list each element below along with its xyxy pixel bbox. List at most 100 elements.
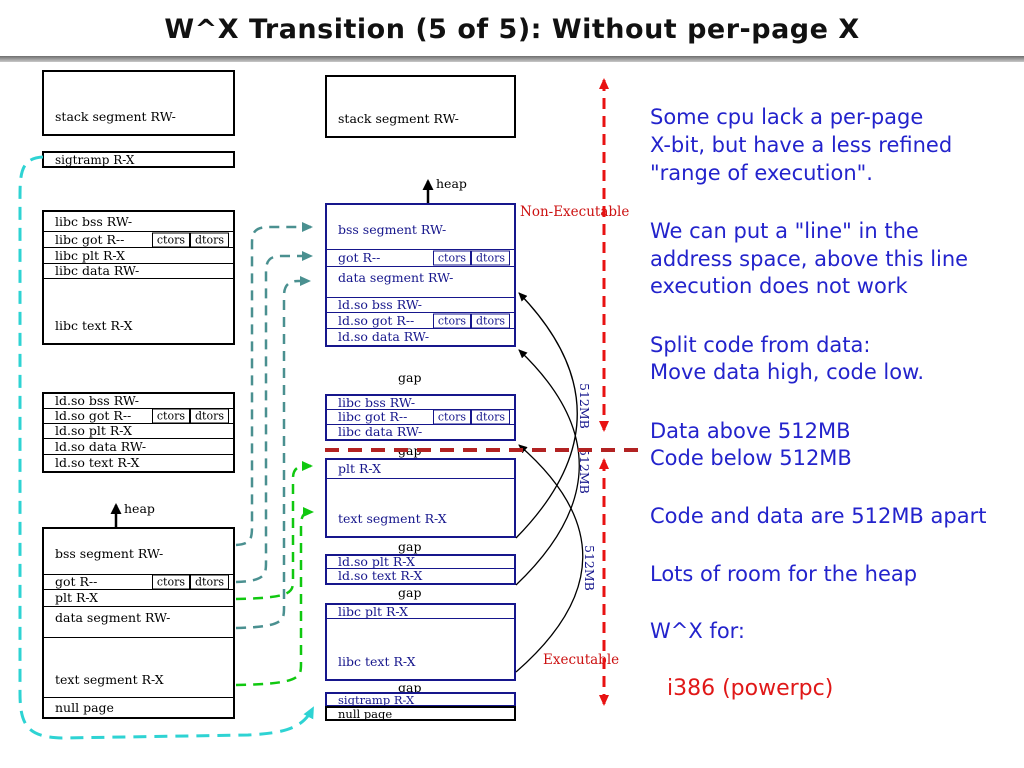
size-512mb-label: 512MB: [582, 545, 597, 591]
arc-libc-512mb: [515, 444, 584, 673]
segment-row: libc text R-X: [44, 279, 233, 343]
segment-row: ld.so data RW-: [44, 439, 233, 455]
segment-label: data segment RW-: [338, 270, 454, 285]
segment-label: libc data RW-: [338, 424, 423, 439]
left-sigtramp-box: sigtramp R-X: [42, 151, 235, 168]
segment-label: stack segment RW-: [338, 111, 459, 126]
dtors-cell: dtors: [190, 232, 229, 247]
segment-label: ld.so plt R-X: [55, 423, 132, 438]
dtors-cell: dtors: [471, 250, 510, 266]
note-line: Move data high, code low.: [650, 360, 925, 384]
segment-row: ld.so text R-X: [327, 569, 514, 583]
note-line: "range of execution".: [650, 161, 873, 185]
dtors-cell: dtors: [190, 408, 229, 424]
segment-row: got R-- ctors dtors: [44, 574, 233, 590]
segment-row: plt R-X: [44, 590, 233, 607]
non-executable-label: Non-Executable: [520, 204, 630, 220]
mid-stack-box: stack segment RW-: [325, 75, 516, 138]
left-ldso-box: ld.so bss RW- ld.so got R-- ctors dtors l…: [42, 392, 235, 473]
segment-label: bss segment RW-: [55, 546, 164, 561]
segment-label: libc text R-X: [338, 654, 416, 669]
executable-label: Executable: [543, 652, 620, 668]
ctors-cell: ctors: [432, 250, 471, 266]
segment-row: ld.so bss RW-: [44, 394, 233, 409]
segment-label: text segment R-X: [55, 672, 164, 687]
text-connector: [235, 507, 314, 687]
segment-row: libc got R-- ctors dtors: [44, 232, 233, 248]
segment-label: plt R-X: [55, 590, 99, 605]
note-line: W^X for:: [650, 619, 746, 643]
segment-label: ld.so text R-X: [338, 568, 423, 583]
segment-label: ld.so bss RW-: [338, 297, 422, 312]
ctors-dtors: ctors dtors: [432, 313, 510, 328]
ctors-dtors: ctors dtors: [151, 232, 229, 247]
segment-label: libc plt R-X: [55, 247, 126, 263]
segment-label: text segment R-X: [338, 511, 447, 526]
segment-row: ld.so data RW-: [327, 329, 514, 345]
segment-label: bss segment RW-: [338, 222, 447, 237]
segment-label: null page: [55, 699, 114, 715]
dtors-cell: dtors: [190, 574, 229, 590]
note-line: address space, above this line: [650, 247, 969, 271]
segment-row: libc data RW-: [327, 425, 514, 439]
arc-program-512mb: [515, 292, 578, 539]
note-line: X-bit, but have a less refined: [650, 133, 953, 157]
segment-row: libc plt R-X: [327, 605, 514, 619]
segment-row: bss segment RW-: [327, 205, 514, 250]
segment-label: sigtramp R-X: [338, 692, 415, 707]
segment-label: libc bss RW-: [338, 394, 416, 410]
left-program-box: bss segment RW- got R-- ctors dtors plt R…: [42, 527, 235, 719]
segment-label: got R--: [338, 250, 381, 265]
note-line: Code below 512MB: [650, 446, 852, 470]
segment-label: ld.so data RW-: [55, 438, 147, 454]
gap-label: gap: [398, 370, 422, 385]
ctors-cell: ctors: [432, 313, 471, 328]
size-512mb-label: 512MB: [577, 448, 592, 494]
ctors-dtors: ctors dtors: [432, 250, 510, 266]
heap-label: heap: [124, 501, 155, 516]
mid-prog-code-box: plt R-X text segment R-X: [325, 458, 516, 538]
segment-row: libc bss RW-: [327, 396, 514, 410]
ctors-dtors: ctors dtors: [151, 408, 229, 424]
segment-row: ld.so bss RW-: [327, 298, 514, 313]
title-divider: [0, 56, 1024, 62]
heap-label: heap: [436, 176, 467, 191]
note-line: execution does not work: [650, 274, 908, 298]
mid-null-page-box: null page: [325, 706, 516, 721]
note-line: Split code from data:: [650, 333, 871, 357]
arch-note: i386 (powerpc): [667, 676, 834, 701]
segment-label: ld.so data RW-: [338, 329, 430, 344]
ctors-cell: ctors: [151, 408, 190, 424]
left-libc-box: libc bss RW- libc got R-- ctors dtors lib…: [42, 210, 235, 345]
note-line: We can put a "line" in the: [650, 219, 919, 243]
dtors-cell: dtors: [471, 313, 510, 328]
segment-label: libc data RW-: [55, 263, 140, 278]
ctors-cell: ctors: [151, 574, 190, 590]
segment-label: ld.so text R-X: [55, 455, 140, 470]
data-connector: [235, 276, 311, 630]
segment-row: data segment RW-: [44, 607, 233, 638]
segment-label: libc plt R-X: [338, 603, 409, 619]
gap-label: gap: [398, 680, 422, 695]
ctors-dtors: ctors dtors: [151, 574, 229, 590]
segment-row: libc plt R-X: [44, 248, 233, 264]
got-connector: [235, 251, 313, 584]
segment-row: ld.so got R-- ctors dtors: [44, 408, 233, 424]
segment-row: ld.so plt R-X: [44, 424, 233, 439]
segment-row: ld.so text R-X: [44, 455, 233, 471]
gap-label: gap: [398, 585, 422, 600]
segment-row: libc bss RW-: [44, 212, 233, 232]
segment-row: null page: [44, 698, 233, 717]
ctors-cell: ctors: [432, 409, 471, 425]
mid-data-box: bss segment RW- got R-- ctors dtors data …: [325, 203, 516, 347]
segment-row: text segment R-X: [44, 638, 233, 698]
gap-label: gap: [398, 539, 422, 554]
bss-connector: [235, 222, 313, 547]
segment-row: plt R-X: [327, 460, 514, 479]
segment-row: libc text R-X: [327, 619, 514, 679]
ctors-cell: ctors: [151, 232, 190, 247]
note-line: Data above 512MB: [650, 419, 851, 443]
mid-ldso-code-box: ld.so plt R-X ld.so text R-X: [325, 554, 516, 585]
segment-label: stack segment RW-: [55, 109, 176, 124]
